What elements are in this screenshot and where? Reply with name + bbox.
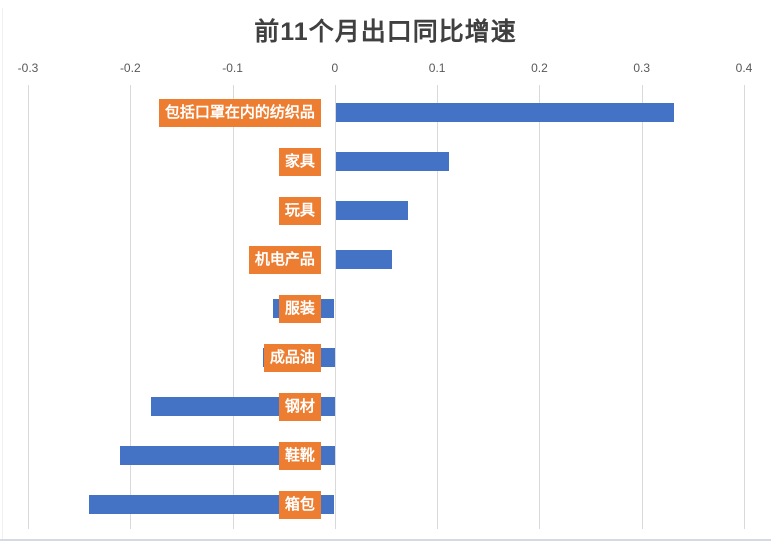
gridline-x-0 xyxy=(335,85,336,529)
x-axis-tick-label: 0.4 xyxy=(735,61,753,75)
x-axis-tick-label: 0.1 xyxy=(428,61,446,75)
gridline-x--0.2 xyxy=(130,85,131,529)
x-axis-tick-label: 0.3 xyxy=(633,61,651,75)
category-label-服装: 服装 xyxy=(278,295,321,323)
gridline-x-0.3 xyxy=(642,85,643,529)
category-label-玩具: 玩具 xyxy=(278,197,321,225)
category-label-鞋靴: 鞋靴 xyxy=(278,442,321,470)
bar-包括口罩在内的纺织品 xyxy=(336,103,674,122)
x-axis-tick-label: -0.2 xyxy=(119,61,141,75)
category-label-包括口罩在内的纺织品: 包括口罩在内的纺织品 xyxy=(158,99,321,127)
x-axis-tick-label: -0.1 xyxy=(222,61,243,75)
chart-bottom-border xyxy=(0,539,771,541)
gridline-x--0.3 xyxy=(28,85,29,529)
x-axis-tick-label: 0.2 xyxy=(531,61,548,75)
category-label-钢材: 钢材 xyxy=(278,393,321,421)
chart-left-border xyxy=(2,8,3,540)
gridline-x--0.1 xyxy=(233,85,234,529)
gridline-x-0.1 xyxy=(437,85,438,529)
bar-机电产品 xyxy=(336,250,392,269)
category-label-箱包: 箱包 xyxy=(278,491,321,519)
x-axis-tick-label: -0.3 xyxy=(17,61,39,75)
bar-家具 xyxy=(336,152,449,171)
category-label-机电产品: 机电产品 xyxy=(248,246,321,274)
gridline-x-0.4 xyxy=(744,85,745,529)
bar-箱包 xyxy=(89,495,334,514)
x-axis-tick-label: 0 xyxy=(331,61,339,75)
bar-玩具 xyxy=(336,201,408,220)
chart-title: 前11个月出口同比增速 xyxy=(254,18,517,46)
gridline-x-0.2 xyxy=(539,85,540,529)
category-label-成品油: 成品油 xyxy=(263,344,321,372)
category-label-家具: 家具 xyxy=(278,148,321,176)
